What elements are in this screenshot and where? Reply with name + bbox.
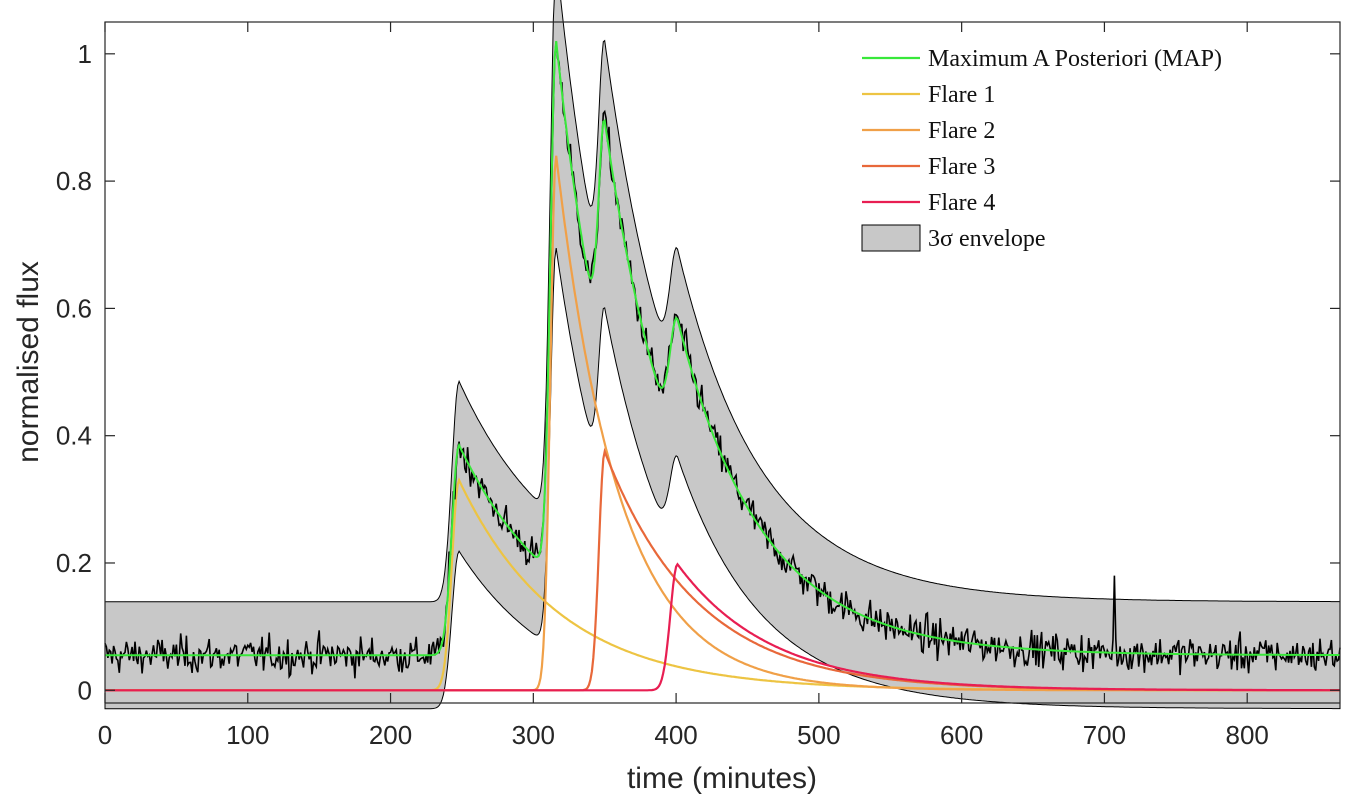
x-axis-label: time (minutes) xyxy=(627,762,817,795)
y-axis-label: normalised flux xyxy=(12,261,45,463)
x-tick-label: 700 xyxy=(1083,720,1126,750)
y-tick-label: 0.4 xyxy=(56,421,92,451)
y-tick-label: 1 xyxy=(78,39,92,69)
legend-label: Flare 4 xyxy=(928,190,995,216)
flares-layer xyxy=(105,155,1340,692)
x-tick-label: 100 xyxy=(226,720,269,750)
legend-box xyxy=(852,38,1324,258)
x-tick-label: 400 xyxy=(654,720,697,750)
y-tick-labels: 0 0.2 0.4 0.6 0.8 1 xyxy=(56,39,92,705)
y-tick-label: 0.6 xyxy=(56,293,92,323)
map-line xyxy=(105,40,1340,657)
legend-label: Maximum A Posteriori (MAP) xyxy=(928,46,1222,72)
x-tick-label: 300 xyxy=(512,720,555,750)
ticks-layer xyxy=(104,22,1340,703)
y-tick-label: 0 xyxy=(78,675,92,705)
x-tick-label: 600 xyxy=(940,720,983,750)
map-layer xyxy=(105,40,1340,657)
x-tick-label: 500 xyxy=(797,720,840,750)
x-tick-label: 800 xyxy=(1226,720,1269,750)
legend: Maximum A Posteriori (MAP) Flare 1 Flare 2… xyxy=(852,38,1324,258)
y-tick-label: 0.8 xyxy=(56,166,92,196)
legend-label: Flare 3 xyxy=(928,154,995,180)
envelope-band xyxy=(104,0,1341,710)
x-tick-label: 0 xyxy=(98,720,112,750)
x-tick-label: 200 xyxy=(369,720,412,750)
plot-frame xyxy=(104,21,1341,704)
legend-label: Flare 1 xyxy=(928,82,995,108)
x-tick-labels: 0 100 200 300 400 500 600 700 800 xyxy=(98,720,1269,750)
envelope-layer xyxy=(104,0,1341,710)
legend-label: Flare 2 xyxy=(928,118,995,144)
legend-label: 3σ envelope xyxy=(928,226,1046,252)
y-tick-label: 0.2 xyxy=(56,548,92,578)
legend-swatch xyxy=(861,224,921,252)
flare-4-line xyxy=(105,562,1340,692)
